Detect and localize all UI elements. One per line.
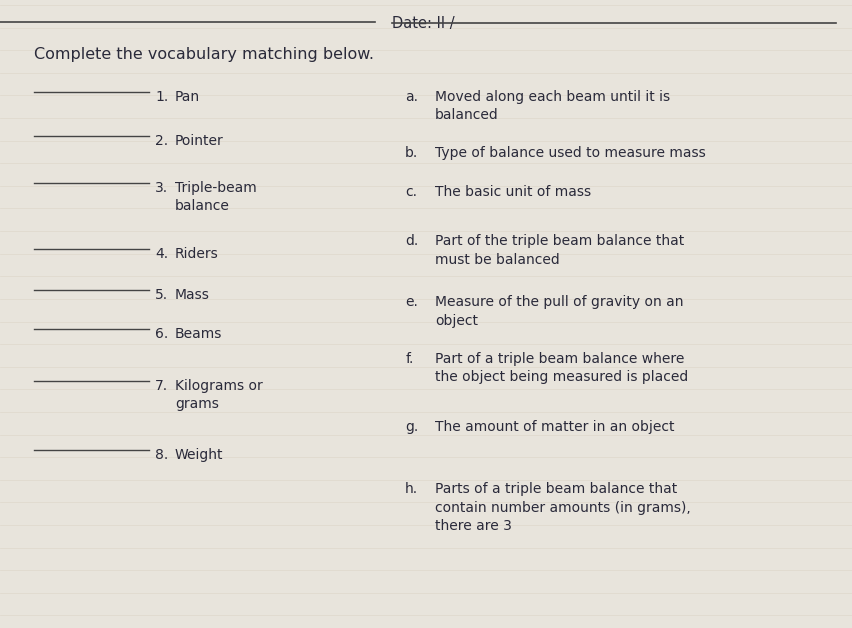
Text: The amount of matter in an object: The amount of matter in an object: [435, 420, 674, 433]
Text: 2.: 2.: [155, 134, 168, 148]
Text: 7.: 7.: [155, 379, 168, 392]
Text: 8.: 8.: [155, 448, 169, 462]
Text: Weight: Weight: [175, 448, 223, 462]
Text: Type of balance used to measure mass: Type of balance used to measure mass: [435, 146, 705, 160]
Text: Complete the vocabulary matching below.: Complete the vocabulary matching below.: [34, 47, 374, 62]
Text: Date: II /: Date: II /: [392, 16, 454, 31]
Text: Part of the triple beam balance that
must be balanced: Part of the triple beam balance that mus…: [435, 234, 683, 267]
Text: b.: b.: [405, 146, 418, 160]
Text: 6.: 6.: [155, 327, 169, 340]
Text: e.: e.: [405, 295, 417, 309]
Text: Part of a triple beam balance where
the object being measured is placed: Part of a triple beam balance where the …: [435, 352, 688, 384]
Text: 1.: 1.: [155, 90, 169, 104]
Text: Moved along each beam until it is
balanced: Moved along each beam until it is balanc…: [435, 90, 670, 122]
Text: Mass: Mass: [175, 288, 210, 301]
Text: g.: g.: [405, 420, 418, 433]
Text: 3.: 3.: [155, 181, 168, 195]
Text: The basic unit of mass: The basic unit of mass: [435, 185, 590, 199]
Text: Kilograms or
grams: Kilograms or grams: [175, 379, 262, 411]
Text: Triple-beam
balance: Triple-beam balance: [175, 181, 256, 214]
Text: a.: a.: [405, 90, 417, 104]
Text: 4.: 4.: [155, 247, 168, 261]
Text: Beams: Beams: [175, 327, 222, 340]
Text: Measure of the pull of gravity on an
object: Measure of the pull of gravity on an obj…: [435, 295, 682, 328]
Text: Riders: Riders: [175, 247, 218, 261]
Text: Parts of a triple beam balance that
contain number amounts (in grams),
there are: Parts of a triple beam balance that cont…: [435, 482, 690, 533]
Text: 5.: 5.: [155, 288, 168, 301]
Text: f.: f.: [405, 352, 413, 365]
Text: c.: c.: [405, 185, 417, 199]
Text: Pan: Pan: [175, 90, 199, 104]
Text: d.: d.: [405, 234, 418, 248]
Text: Pointer: Pointer: [175, 134, 223, 148]
Text: h.: h.: [405, 482, 417, 496]
